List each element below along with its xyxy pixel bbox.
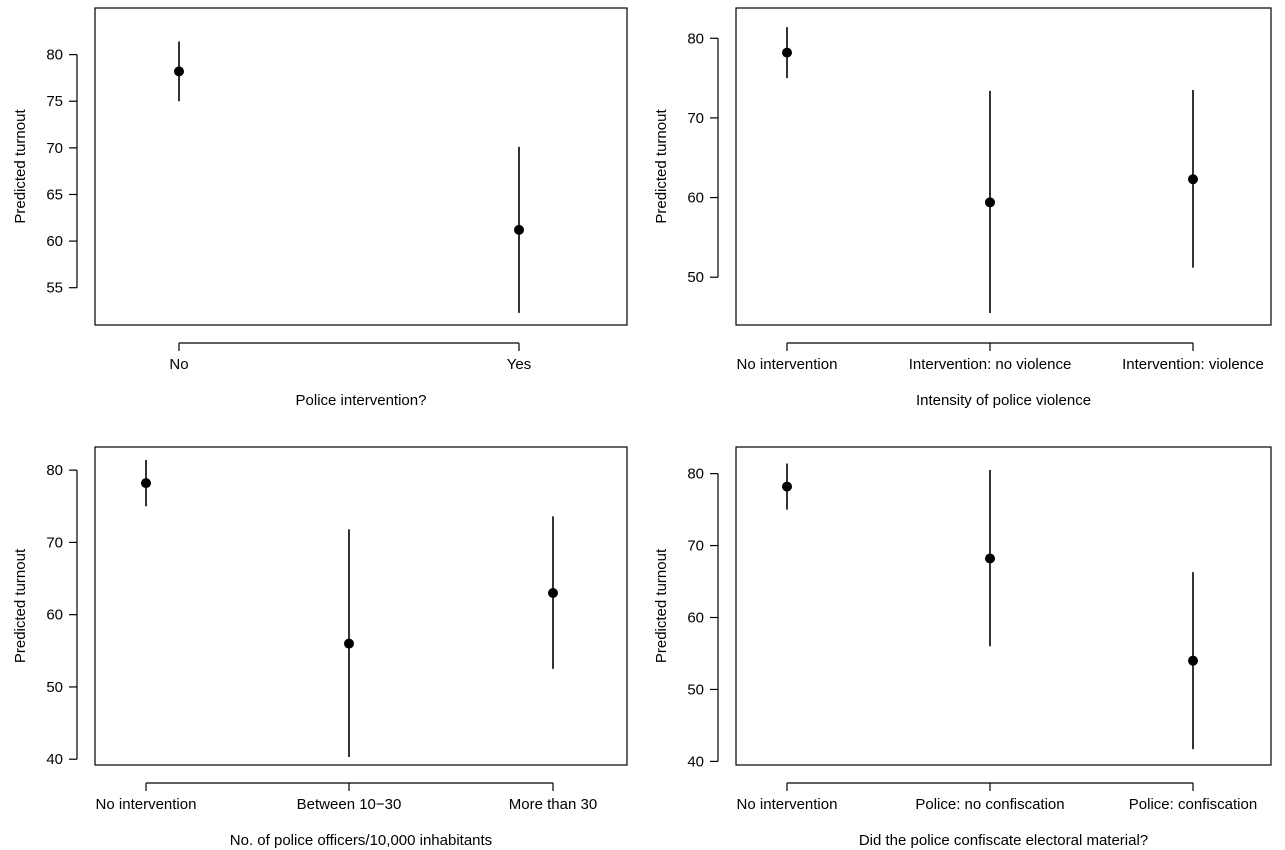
point-estimate: [344, 638, 354, 649]
x-axis-title: Police intervention?: [296, 392, 427, 409]
point-estimate: [514, 224, 524, 235]
y-tick-label: 65: [46, 186, 63, 203]
x-tick-label: Intervention: no violence: [909, 356, 1072, 373]
y-axis-title: Predicted turnout: [653, 548, 670, 663]
y-tick-label: 60: [687, 610, 704, 627]
point-estimate: [548, 587, 558, 598]
y-axis-title: Predicted turnout: [653, 109, 670, 224]
y-tick-label: 50: [687, 269, 704, 286]
y-tick-label: 80: [46, 462, 63, 479]
y-tick-label: 80: [687, 466, 704, 483]
y-tick-label: 60: [46, 233, 63, 250]
y-tick-label: 60: [687, 190, 704, 207]
y-tick-label: 55: [46, 280, 63, 297]
x-tick-label: Between 10−30: [297, 796, 402, 813]
y-tick-label: 70: [687, 538, 704, 555]
chart-panel-1: 55 60 65 70 75 80 No Yes Police intervention? Pre…: [12, 7, 628, 409]
x-axis-title: Intensity of police violence: [916, 392, 1091, 409]
point-estimate: [985, 553, 995, 564]
plot-frame: [735, 7, 1272, 326]
y-tick-label: 40: [687, 753, 704, 770]
plot-frame: [94, 446, 628, 766]
y-tick-label: 70: [687, 110, 704, 127]
x-tick-label: No intervention: [737, 796, 838, 813]
y-tick-label: 70: [46, 140, 63, 157]
y-tick-label: 60: [46, 607, 63, 624]
x-tick-label: More than 30: [509, 796, 597, 813]
x-axis-title: No. of police officers/10,000 inhabitant…: [230, 832, 492, 849]
point-estimate: [985, 197, 995, 208]
point-estimate: [782, 47, 792, 58]
point-estimate: [782, 481, 792, 492]
point-estimate: [1188, 655, 1198, 666]
y-tick-label: 80: [687, 30, 704, 47]
y-tick-label: 40: [46, 751, 63, 768]
y-tick-label: 50: [46, 679, 63, 696]
x-tick-label: No intervention: [96, 796, 197, 813]
chart-panel-4: 40 50 60 70 80 No intervention Police: no conf…: [653, 446, 1272, 849]
chart-panel-3: 40 50 60 70 80 No intervention Between 10−30 Mo…: [12, 446, 628, 849]
x-tick-label: Police: no confiscation: [915, 796, 1064, 813]
x-tick-label: Intervention: violence: [1122, 356, 1264, 373]
plot-frame: [735, 446, 1272, 766]
y-tick-label: 50: [687, 681, 704, 698]
y-axis-title: Predicted turnout: [12, 109, 29, 224]
x-tick-label: Police: confiscation: [1129, 796, 1257, 813]
x-axis-title: Did the police confiscate electoral mate…: [859, 832, 1148, 849]
x-tick-label: No intervention: [737, 356, 838, 373]
y-tick-label: 75: [46, 93, 63, 110]
point-estimate: [1188, 174, 1198, 185]
x-tick-label: No: [169, 356, 188, 373]
plot-frame: [94, 7, 628, 326]
y-tick-label: 70: [46, 534, 63, 551]
x-tick-label: Yes: [507, 356, 531, 373]
y-axis-title: Predicted turnout: [12, 548, 29, 663]
point-estimate: [174, 66, 184, 77]
point-estimate: [141, 478, 151, 489]
y-tick-label: 80: [46, 47, 63, 64]
chart-panel-2: 50 60 70 80 No intervention Intervention: no …: [653, 7, 1272, 409]
